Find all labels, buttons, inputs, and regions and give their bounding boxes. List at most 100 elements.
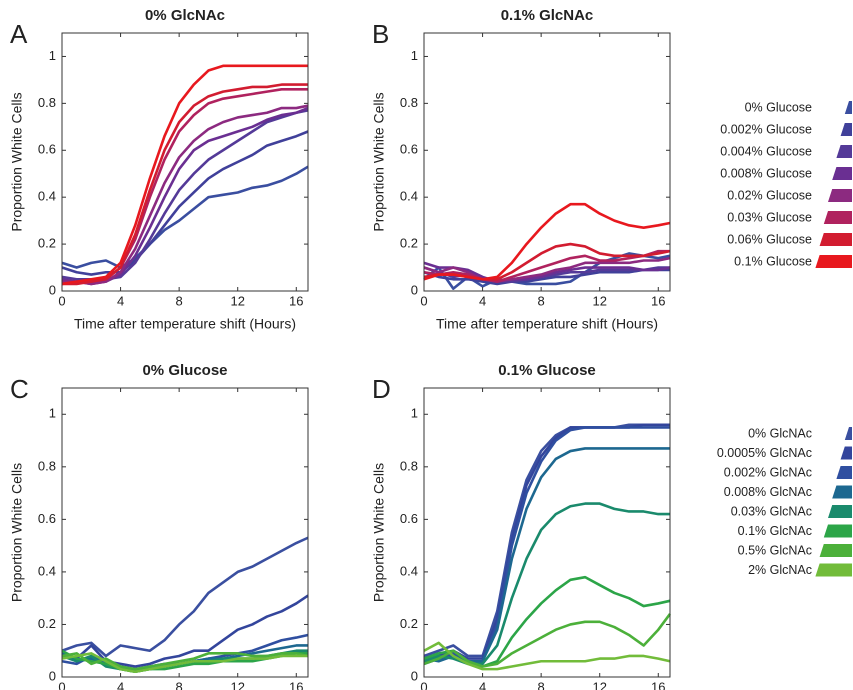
data-line xyxy=(61,130,309,276)
y-tick-label: 0.4 xyxy=(400,563,418,578)
legend-swatch xyxy=(828,505,852,518)
y-tick-label: 0.2 xyxy=(38,236,56,251)
legend-label: 0.03% Glucose xyxy=(727,210,812,224)
x-tick-label: 16 xyxy=(651,293,665,308)
x-tick-label: 0 xyxy=(58,679,65,690)
x-tick-label: 4 xyxy=(117,679,124,690)
y-tick-label: 1 xyxy=(411,48,418,63)
x-tick-label: 8 xyxy=(176,679,183,690)
data-line xyxy=(61,536,309,658)
y-tick-label: 1 xyxy=(49,48,56,63)
y-tick-label: 0.6 xyxy=(38,511,56,526)
axes-box xyxy=(423,32,671,292)
data-line xyxy=(423,447,670,663)
legend-label: 0.1% GlcNAc xyxy=(738,524,812,538)
legend-label: 0.0005% GlcNAc xyxy=(717,446,812,460)
axes-box xyxy=(61,32,309,292)
x-tick-label: 8 xyxy=(538,293,545,308)
data-line xyxy=(423,426,670,666)
x-tick-label: 0 xyxy=(420,293,427,308)
legend-label: 0.5% GlcNAc xyxy=(738,543,812,557)
y-tick-label: 0.6 xyxy=(400,142,418,157)
x-tick-label: 16 xyxy=(651,679,665,690)
x-tick-label: 16 xyxy=(289,679,303,690)
data-line xyxy=(423,502,670,666)
data-line xyxy=(62,104,309,286)
y-tick-label: 0 xyxy=(411,668,418,683)
axes-box xyxy=(423,387,671,678)
y-axis-label: Proportion White Cells xyxy=(9,92,25,231)
data-line xyxy=(61,64,308,286)
legend-swatch xyxy=(840,446,852,460)
chart-title: 0.1% GlcNAc xyxy=(501,7,594,24)
axes-box xyxy=(61,387,309,678)
x-tick-label: 16 xyxy=(289,293,303,308)
legend-swatch xyxy=(832,167,852,180)
panel-label: B xyxy=(372,19,389,49)
y-tick-label: 0.6 xyxy=(400,511,418,526)
data-line xyxy=(423,256,671,283)
legend-swatch xyxy=(832,485,852,499)
y-axis-label: Proportion White Cells xyxy=(9,463,25,602)
panel-label: C xyxy=(10,374,29,404)
legend-swatch xyxy=(815,255,852,268)
y-tick-label: 0.8 xyxy=(38,95,56,110)
legend-swatch xyxy=(819,233,852,246)
x-tick-label: 0 xyxy=(420,679,427,690)
x-tick-label: 12 xyxy=(230,679,244,690)
legend-label: 0.03% GlcNAc xyxy=(731,504,812,518)
legend-label: 0.008% GlcNAc xyxy=(724,485,812,499)
data-line xyxy=(61,652,308,674)
legend-label: 0% Glucose xyxy=(745,100,812,114)
y-tick-label: 0.4 xyxy=(38,563,56,578)
data-line xyxy=(423,423,670,658)
y-tick-label: 1 xyxy=(411,406,418,421)
data-line xyxy=(423,641,671,671)
data-line xyxy=(423,249,670,283)
y-tick-label: 0.4 xyxy=(400,189,418,204)
y-tick-label: 0.6 xyxy=(38,142,56,157)
x-tick-label: 12 xyxy=(592,293,606,308)
legend-label: 0% GlcNAc xyxy=(748,426,812,440)
y-tick-label: 0 xyxy=(49,668,56,683)
y-tick-label: 0.8 xyxy=(400,95,418,110)
y-tick-label: 0 xyxy=(411,282,418,297)
legend-swatch xyxy=(823,211,852,224)
x-tick-label: 8 xyxy=(176,293,183,308)
legend-label: 0.02% Glucose xyxy=(727,188,812,202)
y-tick-label: 0.8 xyxy=(38,458,56,473)
x-tick-label: 0 xyxy=(58,293,65,308)
legend-label: 2% GlcNAc xyxy=(748,563,812,577)
legend-label: 0.1% Glucose xyxy=(734,254,812,268)
legend-swatch xyxy=(836,145,852,158)
data-line xyxy=(61,106,309,286)
y-tick-label: 0.2 xyxy=(400,616,418,631)
x-axis-label: Time after temperature shift (Hours) xyxy=(74,316,296,332)
x-tick-label: 12 xyxy=(230,293,244,308)
legend-swatch xyxy=(844,101,852,114)
x-tick-label: 4 xyxy=(479,679,486,690)
y-tick-label: 0.2 xyxy=(38,616,56,631)
legend-swatch xyxy=(828,189,852,202)
x-tick-label: 8 xyxy=(538,679,545,690)
legend-label: 0.002% GlcNAc xyxy=(724,465,812,479)
y-tick-label: 0.8 xyxy=(400,458,418,473)
panel-label: A xyxy=(10,19,28,49)
data-line xyxy=(61,165,309,269)
data-line xyxy=(423,268,670,286)
chart-title: 0.1% Glucose xyxy=(498,362,596,379)
panel-label: D xyxy=(372,374,391,404)
y-tick-label: 1 xyxy=(49,406,56,421)
y-axis-label: Proportion White Cells xyxy=(371,463,387,602)
y-tick-label: 0.4 xyxy=(38,189,56,204)
legend-swatch xyxy=(819,544,852,557)
data-line xyxy=(423,202,671,281)
data-line xyxy=(423,575,671,668)
x-tick-label: 12 xyxy=(592,679,606,690)
legend-swatch xyxy=(840,123,852,136)
y-tick-label: 0.2 xyxy=(400,236,418,251)
data-line xyxy=(62,83,308,286)
legend-swatch xyxy=(844,427,852,440)
legend-swatch xyxy=(815,563,852,577)
